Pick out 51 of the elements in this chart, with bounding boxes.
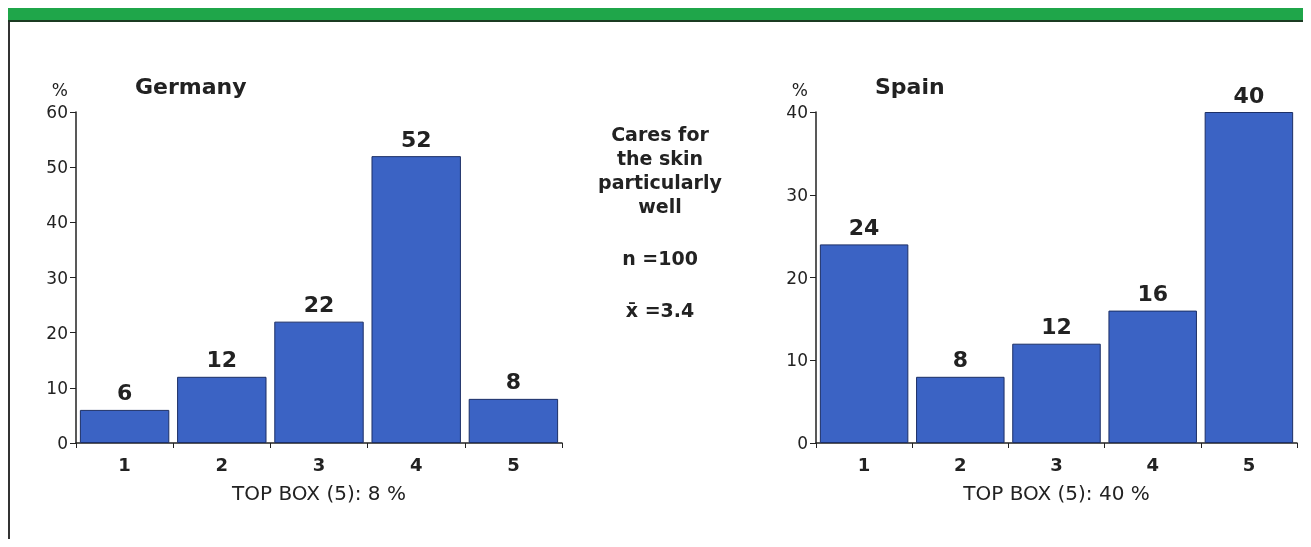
data-label: 12 xyxy=(206,347,238,373)
bar xyxy=(177,376,267,443)
y-tick-label: 30 xyxy=(46,267,68,288)
bar xyxy=(1108,310,1197,443)
y-tick-label: 40 xyxy=(46,212,68,233)
data-label: 8 xyxy=(505,369,522,395)
y-tick-label: 0 xyxy=(797,433,808,453)
x-tick-label: 4 xyxy=(409,453,423,475)
bar xyxy=(819,244,909,443)
data-label: 6 xyxy=(116,380,133,406)
data-label: 24 xyxy=(848,214,880,240)
y-tick-label: 40 xyxy=(786,102,808,122)
data-label: 16 xyxy=(1137,281,1169,307)
x-tick-label: 5 xyxy=(507,453,520,475)
bar xyxy=(371,156,461,443)
chart-title: Germany xyxy=(135,73,247,99)
text: n =100 xyxy=(621,246,699,270)
x-tick-label: 2 xyxy=(954,453,967,475)
bar xyxy=(274,321,364,443)
bar xyxy=(1204,112,1294,443)
data-label: 12 xyxy=(1041,314,1072,340)
y-tick-label: 20 xyxy=(46,322,68,343)
x-tick-label: 2 xyxy=(215,453,229,475)
y-tick-label: 0 xyxy=(57,433,68,453)
x-tick-label: 5 xyxy=(1242,453,1256,475)
data-label: 52 xyxy=(400,126,432,152)
x-tick-label: 3 xyxy=(1050,453,1063,475)
x-tick-label: 1 xyxy=(857,453,871,475)
text: x̄ =3.4 xyxy=(624,298,696,322)
x-tick-label: 1 xyxy=(118,453,131,475)
x-tick-label: 3 xyxy=(312,453,326,475)
data-label: 22 xyxy=(303,292,335,318)
bar xyxy=(468,398,559,443)
x-axis-title: TOP BOX (5): 8 % xyxy=(231,481,406,505)
y-tick-label: 50 xyxy=(46,157,68,178)
y-tick-label: 10 xyxy=(786,350,808,371)
bar xyxy=(79,409,170,443)
y-tick-label: 60 xyxy=(46,102,68,122)
y-tick-label: 20 xyxy=(786,267,808,288)
text: Cares for the skin particularly well xyxy=(597,122,723,218)
data-label: 8 xyxy=(952,347,968,373)
bar xyxy=(916,376,1005,443)
y-tick-label: 30 xyxy=(786,184,808,205)
x-axis-title: TOP BOX (5): 40 % xyxy=(962,481,1150,505)
x-tick-label: 4 xyxy=(1146,453,1159,475)
y-tick-label: 10 xyxy=(46,377,68,398)
y-axis-title: % xyxy=(791,79,808,100)
chart-title: Spain xyxy=(875,73,945,99)
data-label: 40 xyxy=(1233,82,1265,108)
y-axis-title: % xyxy=(51,79,68,100)
bar xyxy=(1012,343,1101,443)
